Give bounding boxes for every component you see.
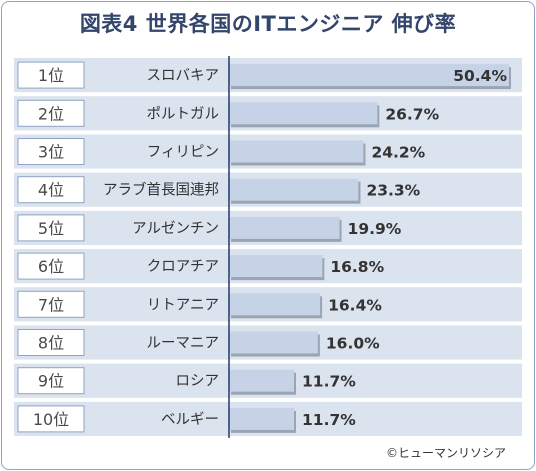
chart-title: 図表4 世界各国のITエンジニア 伸び率 [79,12,457,36]
rank-label: 5位 [38,219,64,238]
value-label: 24.2% [371,144,425,162]
category-label: フィリピン [147,144,219,161]
rank-label: 7位 [38,295,64,314]
value-label: 16.4% [328,296,382,314]
rank-box [17,405,85,433]
rank-box [17,290,85,318]
rank-box [17,214,85,242]
rank-box [17,329,85,356]
category-label: スロバキア [147,68,220,84]
rank-label: 6位 [38,257,64,276]
category-label: アルゼンチン [132,220,219,237]
value-label: 11.7% [302,373,356,391]
category-label: ロシア [176,374,220,390]
category-label: ベルギー [161,411,219,428]
rank-box [17,367,85,395]
bar [229,369,294,392]
category-label: リトアニア [147,297,219,313]
category-label: ポルトガル [147,105,220,122]
rank-box [17,61,85,89]
rank-label: 10位 [33,410,69,429]
rank-label: 9位 [38,372,64,391]
value-label: 23.3% [366,182,420,200]
rank-label: 8位 [38,334,64,353]
rank-box [17,138,85,165]
rank-box [17,252,85,280]
bar [229,255,323,278]
value-label: 50.4% [453,67,507,85]
rank-label: 3位 [38,143,64,162]
rank-label: 4位 [38,181,64,200]
bar [229,140,364,163]
copyright-credit: ©ヒューマンリソシア [385,446,506,460]
bar [229,331,318,354]
bar [229,102,378,125]
bar [229,178,359,201]
category-label: クロアチア [147,258,219,275]
value-label: 11.7% [302,411,356,429]
value-label: 16.8% [330,258,384,276]
rank-label: 1位 [38,66,64,85]
category-label: ルーマニア [147,336,220,352]
rank-box [17,176,85,204]
value-label: 26.7% [385,105,439,123]
rank-box [17,99,85,127]
value-label: 16.0% [326,335,380,353]
bar [229,64,509,87]
category-label: アラブ首長国連邦 [103,181,219,199]
bar [229,216,340,239]
rank-label: 2位 [38,104,64,123]
bar [229,293,321,316]
value-label: 19.9% [348,220,402,238]
bar [229,407,294,430]
